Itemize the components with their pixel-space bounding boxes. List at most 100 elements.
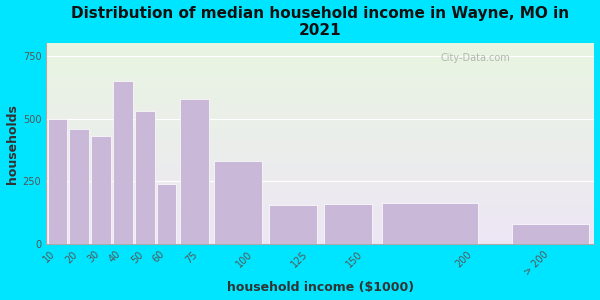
Bar xyxy=(46,43,595,45)
Bar xyxy=(46,182,595,184)
Bar xyxy=(135,111,155,244)
Bar xyxy=(46,226,595,228)
Bar xyxy=(46,82,595,83)
Bar xyxy=(46,232,595,234)
Bar xyxy=(46,184,595,186)
Bar xyxy=(46,128,595,130)
Bar xyxy=(46,180,595,182)
Bar xyxy=(46,71,595,74)
Bar xyxy=(46,57,595,59)
Bar xyxy=(46,170,595,172)
Bar xyxy=(46,202,595,204)
Bar xyxy=(46,148,595,150)
Bar xyxy=(46,51,595,53)
Bar xyxy=(46,208,595,210)
Bar xyxy=(46,220,595,222)
Bar xyxy=(46,174,595,176)
Bar xyxy=(46,94,595,96)
Bar xyxy=(46,59,595,62)
Bar xyxy=(46,154,595,156)
Bar xyxy=(46,56,595,57)
Bar xyxy=(46,110,595,112)
Bar xyxy=(269,206,317,244)
Bar xyxy=(46,162,595,164)
Bar xyxy=(46,130,595,132)
Bar xyxy=(214,161,262,244)
Bar xyxy=(46,146,595,148)
Bar xyxy=(46,168,595,170)
Bar xyxy=(46,140,595,142)
Bar xyxy=(46,234,595,236)
Bar xyxy=(113,81,133,244)
Bar xyxy=(46,192,595,194)
Bar xyxy=(46,120,595,122)
Bar xyxy=(46,76,595,77)
Bar xyxy=(46,77,595,80)
Bar xyxy=(46,114,595,116)
Bar xyxy=(46,204,595,206)
Bar xyxy=(46,242,595,244)
X-axis label: household income ($1000): household income ($1000) xyxy=(227,281,414,294)
Bar xyxy=(46,186,595,188)
Bar xyxy=(46,206,595,208)
Bar xyxy=(46,150,595,152)
Bar xyxy=(46,194,595,196)
Bar xyxy=(46,134,595,136)
Bar xyxy=(46,126,595,128)
Bar xyxy=(157,184,176,244)
Bar xyxy=(46,136,595,138)
Bar xyxy=(46,118,595,120)
Bar xyxy=(70,129,89,244)
Bar xyxy=(46,166,595,168)
Bar xyxy=(46,214,595,216)
Bar xyxy=(46,160,595,162)
Bar xyxy=(46,158,595,160)
Bar xyxy=(46,144,595,146)
Bar xyxy=(46,122,595,124)
Bar xyxy=(46,69,595,71)
Bar xyxy=(512,224,589,244)
Bar xyxy=(46,68,595,69)
Bar xyxy=(46,116,595,118)
Bar xyxy=(46,200,595,202)
Bar xyxy=(46,238,595,240)
Bar xyxy=(46,218,595,220)
Bar xyxy=(46,53,595,56)
Bar xyxy=(46,88,595,89)
Bar xyxy=(46,228,595,230)
Bar xyxy=(46,124,595,126)
Bar xyxy=(46,216,595,218)
Bar xyxy=(46,98,595,100)
Bar xyxy=(46,212,595,214)
Bar xyxy=(46,176,595,178)
Bar xyxy=(46,156,595,158)
Bar xyxy=(46,188,595,190)
Bar xyxy=(46,92,595,94)
Bar xyxy=(46,230,595,232)
Bar xyxy=(46,85,595,88)
Text: City-Data.com: City-Data.com xyxy=(441,53,511,63)
Bar xyxy=(46,178,595,180)
Bar xyxy=(46,100,595,102)
Bar xyxy=(91,136,110,244)
Bar xyxy=(46,108,595,109)
Bar xyxy=(46,190,595,192)
Bar xyxy=(46,80,595,82)
Bar xyxy=(46,102,595,103)
Bar xyxy=(46,61,595,63)
Bar xyxy=(46,45,595,47)
Bar xyxy=(46,152,595,154)
Bar xyxy=(46,138,595,140)
Bar xyxy=(46,65,595,68)
Bar xyxy=(46,89,595,92)
Bar xyxy=(46,210,595,212)
Bar xyxy=(47,119,67,244)
Bar xyxy=(382,203,478,244)
Bar xyxy=(46,63,595,65)
Bar xyxy=(46,236,595,238)
Bar xyxy=(46,142,595,144)
Bar xyxy=(46,132,595,134)
Bar xyxy=(46,96,595,98)
Bar xyxy=(46,240,595,242)
Y-axis label: households: households xyxy=(5,104,19,184)
